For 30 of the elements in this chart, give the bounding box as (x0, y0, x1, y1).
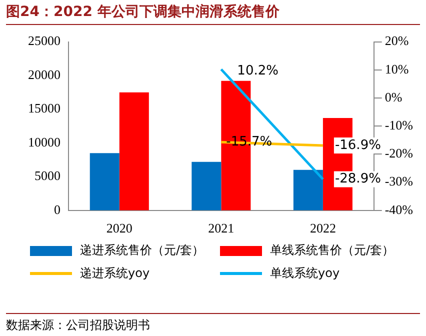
data-label: -16.9% (334, 138, 381, 153)
x-tick-label: 2021 (208, 220, 234, 236)
bar (192, 162, 222, 210)
y-tick-label: 10000 (28, 134, 60, 150)
bar (90, 153, 120, 210)
y2-tick-label: 10% (384, 61, 409, 76)
y-tick-label: 0 (54, 202, 60, 217)
y2-tick-label: -10% (384, 118, 414, 133)
data-label: -28.9% (334, 172, 381, 187)
source-note: 数据来源：公司招股说明书 (6, 313, 420, 334)
y2-tick-label: -40% (384, 202, 414, 217)
y2-tick-label: -20% (384, 146, 414, 161)
y-tick-label: 5000 (34, 168, 60, 184)
x-tick-label: 2020 (106, 220, 132, 236)
legend-label: 单线系统yoy (270, 265, 340, 282)
legend-label: 递进系统售价（元/套） (80, 242, 204, 259)
chart-title: 图24：2022 年公司下调集中润滑系统售价 (6, 3, 420, 25)
y2-tick-label: 0% (384, 89, 402, 104)
y-tick-label: 25000 (28, 33, 60, 48)
y2-tick-label: 20% (384, 33, 409, 48)
data-label: 10.2% (237, 64, 278, 79)
data-label: -15.7% (226, 134, 272, 150)
legend-label: 单线系统售价（元/套） (270, 242, 394, 259)
legend-label: 递进系统yoy (80, 265, 150, 282)
y-tick-label: 15000 (28, 100, 60, 116)
bar (293, 170, 323, 210)
bar (119, 92, 149, 210)
y2-tick-label: -30% (384, 174, 414, 189)
x-tick-label: 2022 (310, 220, 336, 236)
y-tick-label: 20000 (28, 66, 60, 82)
